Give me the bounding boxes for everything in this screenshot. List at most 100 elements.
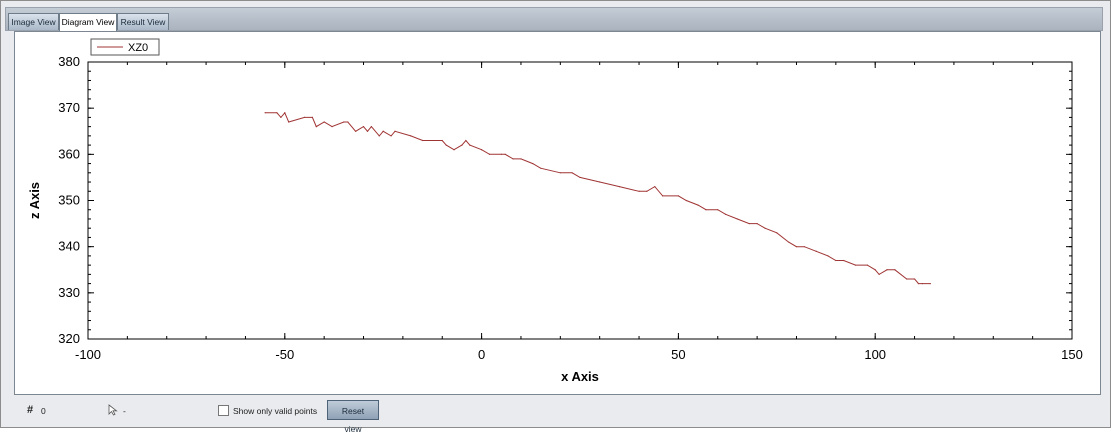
data-point	[441, 139, 443, 142]
tab-result-view[interactable]: Result View	[117, 13, 169, 30]
data-point	[874, 269, 876, 271]
data-point	[390, 135, 392, 137]
data-point	[618, 186, 620, 188]
data-point	[280, 116, 282, 118]
data-point	[725, 213, 727, 215]
status-bar: # 0 - Show only valid points Reset view	[5, 397, 1105, 434]
legend-box	[90, 38, 160, 56]
y-tick-label: 340	[58, 239, 80, 254]
y-axis-label: z Axis	[27, 182, 42, 219]
data-point	[835, 259, 837, 262]
point-count-value: 0	[41, 406, 46, 416]
tab-bar: Image View Diagram View Result View	[5, 7, 1103, 31]
line-chart[interactable]: -100 -50 0 50 100 150 320 330 340 350 360 370 380 x A…	[15, 32, 1100, 394]
data-point	[886, 269, 888, 271]
data-point	[878, 273, 880, 275]
data-point	[913, 278, 916, 280]
x-tick-label: 150	[1061, 347, 1083, 362]
data-point	[481, 149, 483, 151]
data-point	[559, 172, 561, 174]
data-point	[756, 222, 758, 225]
data-point	[788, 241, 790, 243]
data-point	[378, 135, 380, 137]
x-tick-label: 100	[864, 347, 886, 362]
data-point	[736, 218, 739, 220]
tab-diagram-view[interactable]: Diagram View	[59, 13, 117, 31]
y-tick-label: 380	[58, 54, 80, 69]
data-point	[705, 209, 707, 211]
data-point	[512, 158, 514, 160]
x-tick-label: 0	[478, 347, 485, 362]
y-tick-label: 320	[58, 331, 80, 346]
data-point	[803, 246, 805, 248]
data-point	[370, 126, 372, 128]
y-tick-label: 360	[58, 146, 80, 161]
data-point	[504, 153, 506, 155]
data-point	[362, 126, 365, 128]
data-point	[921, 283, 924, 285]
y-tick-label: 330	[58, 285, 80, 300]
data-point	[776, 232, 778, 234]
valid-points-checkbox[interactable]	[218, 405, 229, 416]
data-point	[827, 255, 829, 257]
data-point	[461, 144, 463, 146]
data-point	[843, 259, 845, 262]
data-point	[382, 130, 384, 132]
data-point	[764, 227, 766, 229]
data-point	[599, 181, 601, 183]
y-tick-label: 370	[58, 100, 80, 115]
data-point	[854, 264, 857, 266]
x-tick-label: 50	[671, 347, 685, 362]
data-point	[571, 172, 573, 174]
data-point	[646, 190, 648, 192]
data-point	[315, 126, 317, 128]
data-point	[288, 121, 290, 123]
plot-panel[interactable]: -100 -50 0 50 100 150 320 330 340 350 360 370 380 x A…	[14, 31, 1101, 395]
data-point	[697, 204, 699, 206]
data-point	[366, 130, 369, 132]
data-point	[654, 186, 656, 188]
data-point	[795, 246, 798, 248]
data-point	[469, 144, 471, 146]
data-point	[917, 283, 920, 285]
data-point	[677, 195, 680, 197]
data-point	[662, 195, 664, 197]
data-point	[331, 126, 333, 128]
data-point	[323, 121, 325, 123]
reset-view-button[interactable]: Reset view	[327, 400, 379, 434]
x-tick-label: -50	[275, 347, 294, 362]
data-point	[347, 121, 349, 123]
data-point	[284, 112, 286, 114]
cursor-position-value: -	[123, 406, 126, 416]
data-point	[421, 139, 424, 142]
data-point	[579, 176, 581, 179]
data-point	[465, 139, 467, 142]
data-point	[488, 153, 491, 155]
tab-image-view[interactable]: Image View	[8, 13, 59, 30]
y-tick-label: 350	[58, 193, 80, 208]
data-point	[717, 209, 719, 211]
x-tick-label: -100	[75, 347, 101, 362]
data-point	[866, 264, 868, 266]
legend-label: XZ0	[128, 42, 148, 54]
data-point	[453, 149, 455, 151]
data-point	[343, 121, 345, 123]
data-point	[394, 130, 396, 132]
data-point	[355, 130, 357, 132]
data-point	[276, 112, 278, 114]
cursor-icon	[108, 404, 118, 416]
point-count-label: #	[27, 404, 34, 416]
data-point	[264, 112, 266, 114]
data-point	[929, 283, 931, 285]
plot-frame	[87, 61, 1073, 340]
data-point	[638, 190, 640, 192]
data-point	[410, 135, 412, 137]
data-point	[748, 222, 750, 225]
data-point	[303, 116, 306, 118]
valid-points-label: Show only valid points	[233, 406, 318, 416]
data-point	[532, 162, 534, 165]
data-point	[311, 116, 313, 118]
data-point	[685, 199, 687, 202]
data-point	[894, 269, 896, 271]
